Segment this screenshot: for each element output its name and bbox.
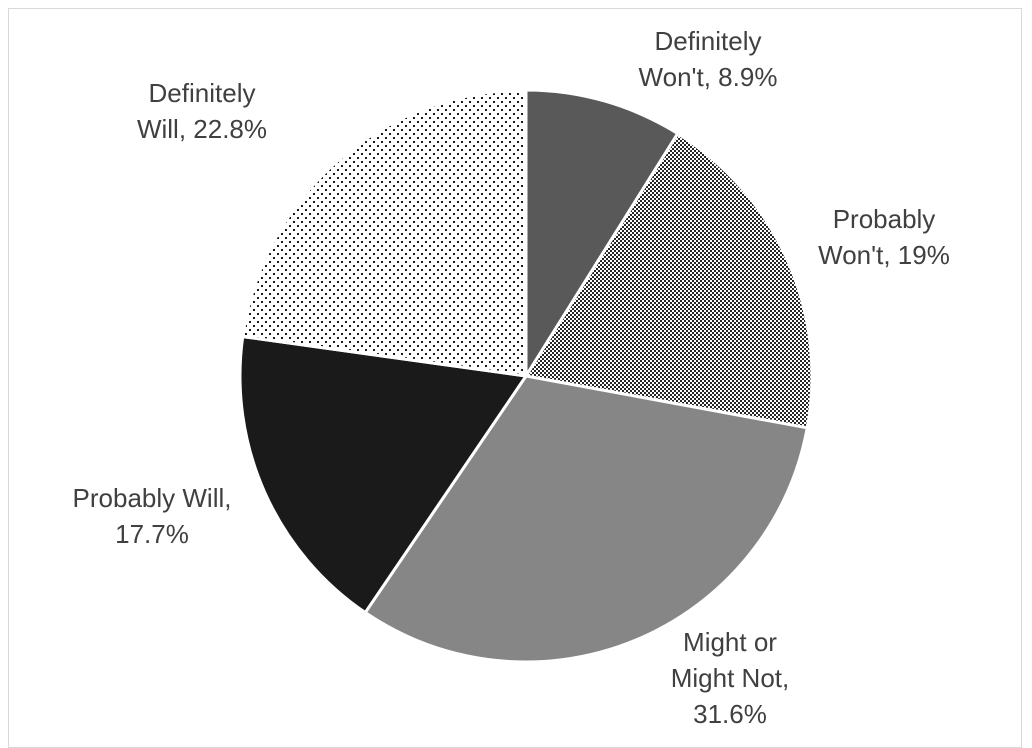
slice-label-line: Will, 22.8%	[137, 114, 267, 144]
slice-label-probably-will: Probably Will, 17.7%	[73, 483, 232, 549]
slice-label-probably-won-t: Probably Won't, 19%	[818, 204, 950, 270]
pie-slice-definitely-won-t	[524, 88, 680, 378]
slice-label-line: Might or	[683, 627, 777, 657]
slice-label-definitely-will: Definitely Will, 22.8%	[137, 78, 267, 144]
slice-label-line: 31.6%	[693, 699, 767, 729]
labels-layer: Definitely Won't, 8.9% Probably Won't, 19% M…	[73, 26, 950, 729]
pie-slice-probably-will	[238, 335, 528, 615]
slice-label-line: Might Not,	[671, 663, 790, 693]
slice-label-line: 17.7%	[115, 519, 189, 549]
slice-label-line: Won't, 8.9%	[639, 62, 778, 92]
slice-label-line: Probably Will,	[73, 483, 232, 513]
slice-label-line: Definitely	[149, 78, 256, 108]
pie-slice-definitely-will	[241, 88, 528, 378]
slice-label-line: Probably	[833, 204, 936, 234]
pie-slice-might-or-might-not	[363, 374, 809, 664]
slice-label-line: Won't, 19%	[818, 240, 950, 270]
slice-label-might-or-might-not: Might or Might Not, 31.6%	[671, 627, 790, 729]
pie-slice-probably-won-t	[524, 132, 814, 430]
slice-label-line: Definitely	[655, 26, 762, 56]
slice-label-definitely-won-t: Definitely Won't, 8.9%	[639, 26, 778, 92]
slices-layer	[238, 88, 814, 664]
